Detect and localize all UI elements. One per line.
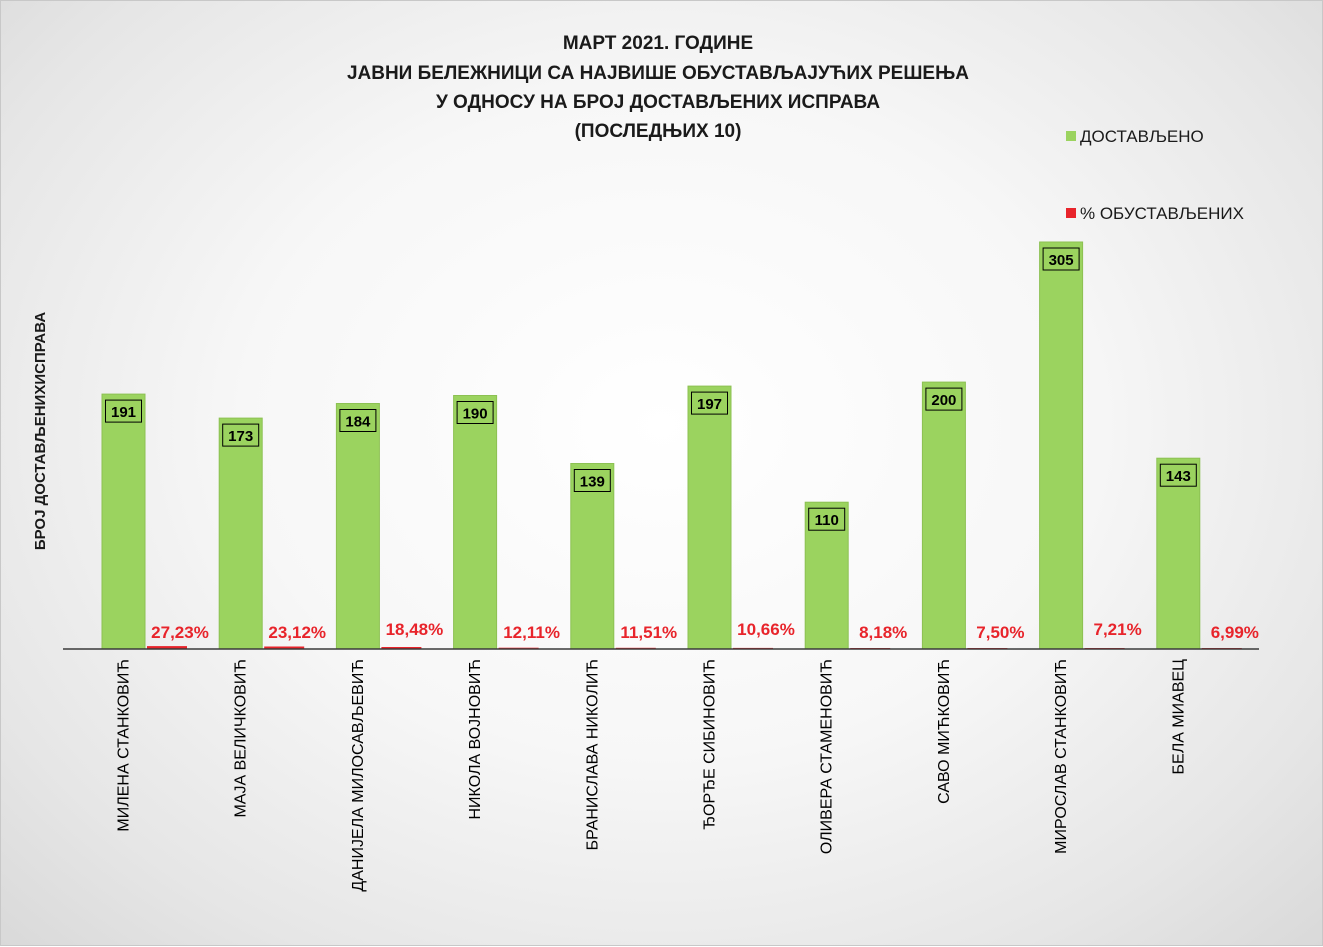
category-labels-group: МИЛЕНА СТАНКОВИЋ МАЈА ВЕЛИЧКОВИЋ ДАНИЈЕЛА … [116, 659, 1188, 892]
value-label-box [1159, 463, 1197, 487]
legend-swatch-delivered [1066, 131, 1076, 141]
category-label: МАЈА ВЕЛИЧКОВИЋ [233, 659, 250, 818]
pct-label: 12,11% [503, 623, 560, 642]
value-labels-group: 191 173 184 190 139 197 110 200 305 143 [105, 247, 1197, 531]
value-label: 200 [931, 392, 956, 409]
value-label-box [925, 387, 963, 411]
legend: ДОСТАВЉЕНО % ОБУСТАВЉЕНИХ [1066, 127, 1244, 223]
value-label-box [222, 423, 260, 447]
bar-delivered [101, 393, 146, 650]
value-label-box [105, 399, 142, 423]
bar-suspended-pct [381, 647, 422, 649]
bar-delivered [1156, 457, 1201, 650]
pct-label: 27,23% [151, 623, 209, 642]
pct-label: 6,99% [1211, 623, 1259, 642]
pct-labels-group: 27,23% 23,12% 18,48% 12,11% 11,51% 10,66% 8,18… [151, 620, 1259, 642]
legend-label-delivered: ДОСТАВЉЕНО [1080, 127, 1204, 146]
category-label: САВО МИЋКОВИЋ [936, 659, 953, 804]
pct-label: 11,51% [620, 623, 677, 642]
value-label: 143 [1166, 468, 1191, 485]
title-line: (ПОСЛЕДЊИХ 10) [575, 121, 742, 142]
value-label: 110 [815, 512, 839, 529]
bar-delivered [921, 381, 966, 650]
value-label-box [456, 401, 494, 424]
y-axis-label: БРОЈ ДОСТАВЉЕНИХИСПРАВА [32, 312, 49, 550]
value-label: 305 [1049, 252, 1074, 269]
legend-label-suspended-pct: % ОБУСТАВЉЕНИХ [1080, 204, 1244, 223]
bar-delivered [1039, 241, 1084, 650]
category-label: БЕЛА МИАВЕЦ [1170, 659, 1187, 775]
value-label-box [691, 391, 728, 415]
pct-label: 8,18% [859, 623, 907, 642]
value-label: 191 [111, 404, 136, 421]
pct-label: 18,48% [386, 620, 444, 639]
category-label: МИЛЕНА СТАНКОВИЋ [116, 659, 133, 832]
value-label: 173 [228, 428, 253, 445]
bar-delivered [687, 385, 732, 650]
pct-label: 23,12% [268, 623, 326, 642]
bar-delivered [453, 395, 498, 650]
value-label: 184 [345, 414, 371, 431]
value-label: 197 [697, 396, 722, 413]
bar-suspended-pct [264, 646, 305, 649]
chart-title: МАРТ 2021. ГОДИНЕ ЈАВНИ БЕЛЕЖНИЦИ СА НАЈ… [347, 33, 969, 142]
pct-label: 7,21% [1093, 620, 1141, 639]
value-label: 190 [463, 406, 488, 423]
category-label: БРАНИСЛАВА НИКОЛИЋ [584, 659, 601, 850]
bar-delivered [218, 417, 263, 650]
value-label-box [339, 409, 377, 432]
category-label: НИКОЛА ВОЈНОВИЋ [467, 659, 484, 820]
value-label-box [808, 507, 846, 531]
title-line: У ОДНОСУ НА БРОЈ ДОСТАВЉЕНИХ ИСПРАВА [436, 92, 880, 113]
bar-delivered [335, 403, 380, 650]
bars-group [101, 241, 1242, 650]
pct-label: 7,50% [976, 623, 1024, 642]
title-line: МАРТ 2021. ГОДИНЕ [563, 33, 753, 54]
pct-label: 10,66% [737, 620, 795, 639]
value-label-box [1042, 247, 1080, 271]
bar-suspended-pct [147, 646, 187, 649]
title-line: ЈАВНИ БЕЛЕЖНИЦИ СА НАЈВИШЕ ОБУСТАВЉАЈУЋИ… [347, 63, 969, 84]
category-label: ОЛИВЕРА СТАМЕНОВИЋ [819, 659, 836, 854]
category-label: ДАНИЈЕЛА МИЛОСАВЉЕВИЋ [350, 659, 367, 892]
legend-swatch-suspended-pct [1066, 208, 1076, 218]
value-label: 139 [580, 474, 605, 491]
value-label-box [573, 469, 611, 492]
category-label: МИРОСЛАВ СТАНКОВИЋ [1053, 659, 1070, 854]
category-label: ЂОРЂЕ СИБИНОВИЋ [702, 659, 719, 830]
